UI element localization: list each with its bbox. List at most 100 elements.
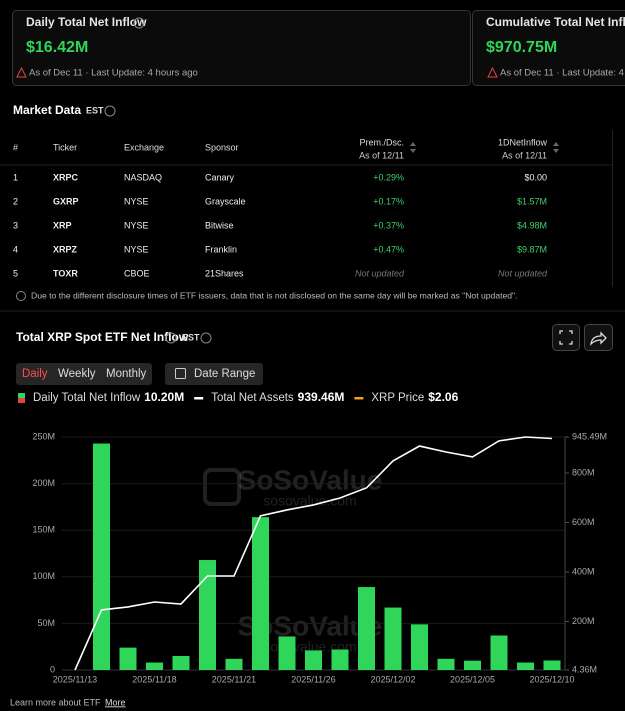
table-cell: NYSE — [124, 220, 149, 230]
tab[interactable]: Monthly — [106, 368, 147, 380]
bar[interactable] — [199, 560, 216, 670]
chart-title: Total XRP Spot ETF Net Inflow — [16, 330, 189, 344]
bar[interactable] — [331, 649, 349, 670]
bar[interactable] — [278, 636, 296, 670]
x-tick-label: 2025/11/21 — [212, 674, 256, 684]
y2-tick-label: 200M — [572, 616, 595, 626]
y2-tick-label: 945.49M — [572, 431, 607, 441]
y2-tick-label: 800M — [572, 467, 595, 477]
y2-tick-label: 400M — [572, 566, 595, 576]
date-range-button[interactable] — [165, 363, 263, 385]
legend: Daily Total Net Inflow 10.20M Total Net As… — [18, 390, 459, 404]
y-tick-label: 0 — [50, 664, 55, 674]
bar[interactable] — [119, 647, 137, 670]
table-cell: Franklin — [205, 244, 237, 254]
table-cell: 3 — [13, 220, 18, 230]
sort-icon[interactable] — [553, 142, 559, 153]
line — [74, 436, 553, 671]
footer-link[interactable]: More — [105, 697, 126, 707]
fullscreen-icon — [559, 330, 573, 345]
table-cell: XRP — [53, 220, 72, 230]
bar[interactable] — [358, 587, 375, 670]
table-cell: Canary — [205, 172, 235, 182]
column-header[interactable]: Sponsor — [205, 142, 239, 152]
y-tick-label: 250M — [32, 431, 55, 441]
sort-icon[interactable] — [410, 142, 416, 153]
column-subheader: As of 12/11 — [359, 150, 404, 160]
bar[interactable] — [172, 656, 190, 670]
card — [472, 10, 625, 86]
info-icon — [16, 291, 26, 301]
column-header[interactable]: Prem./Dsc. — [359, 137, 404, 147]
table-cell: Not updated — [498, 268, 548, 278]
share-icon — [590, 331, 607, 346]
table-cell: 1 — [13, 172, 18, 182]
table-cell: $9.87M — [517, 244, 547, 254]
y-tick-label: 100M — [32, 571, 55, 581]
info-icon[interactable] — [104, 105, 116, 117]
x-tick-label: 2025/11/13 — [53, 674, 97, 684]
table-cell: 5 — [13, 268, 18, 278]
tabs: Daily Weekly Monthly — [22, 368, 147, 380]
bar[interactable] — [225, 658, 243, 670]
x-tick-label: 2025/12/02 — [370, 674, 415, 684]
card — [12, 10, 471, 86]
tab[interactable]: Weekly — [58, 368, 96, 380]
column-header[interactable]: Exchange — [124, 142, 164, 152]
tab-group — [16, 363, 152, 385]
column-header[interactable]: Ticker — [53, 142, 77, 152]
bar[interactable] — [305, 650, 322, 670]
legend-swatch — [354, 397, 364, 400]
info-icon[interactable] — [200, 332, 212, 344]
card-value: $16.42M — [26, 39, 88, 56]
table-cell: TOXR — [53, 268, 78, 278]
table-cell: $0.00 — [524, 172, 547, 182]
x-tick-label: 2025/11/26 — [291, 674, 335, 684]
watermark: sosovalue.com — [263, 493, 356, 509]
bar[interactable] — [490, 635, 508, 670]
table-cell: 2 — [13, 196, 18, 206]
bar[interactable] — [517, 662, 534, 670]
legend-name[interactable]: XRP Price — [371, 392, 424, 404]
legend-value: $2.06 — [428, 390, 458, 404]
bar[interactable] — [543, 660, 561, 670]
chart: SoSoValuesosovalue.comSoSoValuesosovalue… — [32, 431, 607, 684]
legend-swatch — [18, 398, 25, 403]
legend-swatch — [18, 393, 25, 398]
info-icon[interactable] — [133, 17, 145, 29]
tab[interactable]: Daily — [22, 368, 48, 380]
column-header[interactable]: # — [13, 142, 18, 152]
table-cell: CBOE — [124, 268, 150, 278]
fullscreen-button[interactable] — [552, 324, 580, 351]
legend-name[interactable]: Total Net Assets — [211, 392, 294, 404]
bar[interactable] — [93, 443, 110, 670]
bar[interactable] — [464, 660, 481, 670]
card-title: Daily Total Net Inflow — [26, 15, 147, 29]
table-cell: 4 — [13, 244, 18, 254]
x-tick-label: 2025/11/18 — [132, 674, 176, 684]
info-icon[interactable] — [165, 332, 177, 344]
timezone: EST — [182, 332, 200, 342]
card-title: Cumulative Total Net Inflow — [486, 15, 625, 29]
bar[interactable] — [437, 658, 455, 670]
column-subheader: As of 12/11 — [502, 150, 547, 160]
date-range-label: Date Range — [194, 368, 255, 380]
calendar-icon — [175, 368, 186, 379]
bar[interactable] — [384, 607, 402, 670]
table-cell: XRPC — [53, 172, 79, 182]
table-cell: NASDAQ — [124, 172, 162, 182]
legend-name[interactable]: Daily Total Net Inflow — [33, 392, 141, 404]
x-tick-label: 2025/12/10 — [529, 674, 574, 684]
card-note: As of Dec 11 · Last Update: 4 h — [500, 68, 625, 79]
warning-icon — [487, 66, 498, 78]
table-cell: Grayscale — [205, 196, 246, 206]
share-button[interactable] — [584, 324, 613, 351]
x-tick-label: 2025/12/05 — [450, 674, 495, 684]
bar[interactable] — [252, 517, 269, 670]
column-header[interactable]: 1DNetInflow — [498, 137, 548, 147]
y-tick-label: 50M — [37, 618, 55, 628]
table-cell: NYSE — [124, 244, 149, 254]
bar[interactable] — [411, 624, 428, 670]
bar[interactable] — [146, 662, 163, 670]
